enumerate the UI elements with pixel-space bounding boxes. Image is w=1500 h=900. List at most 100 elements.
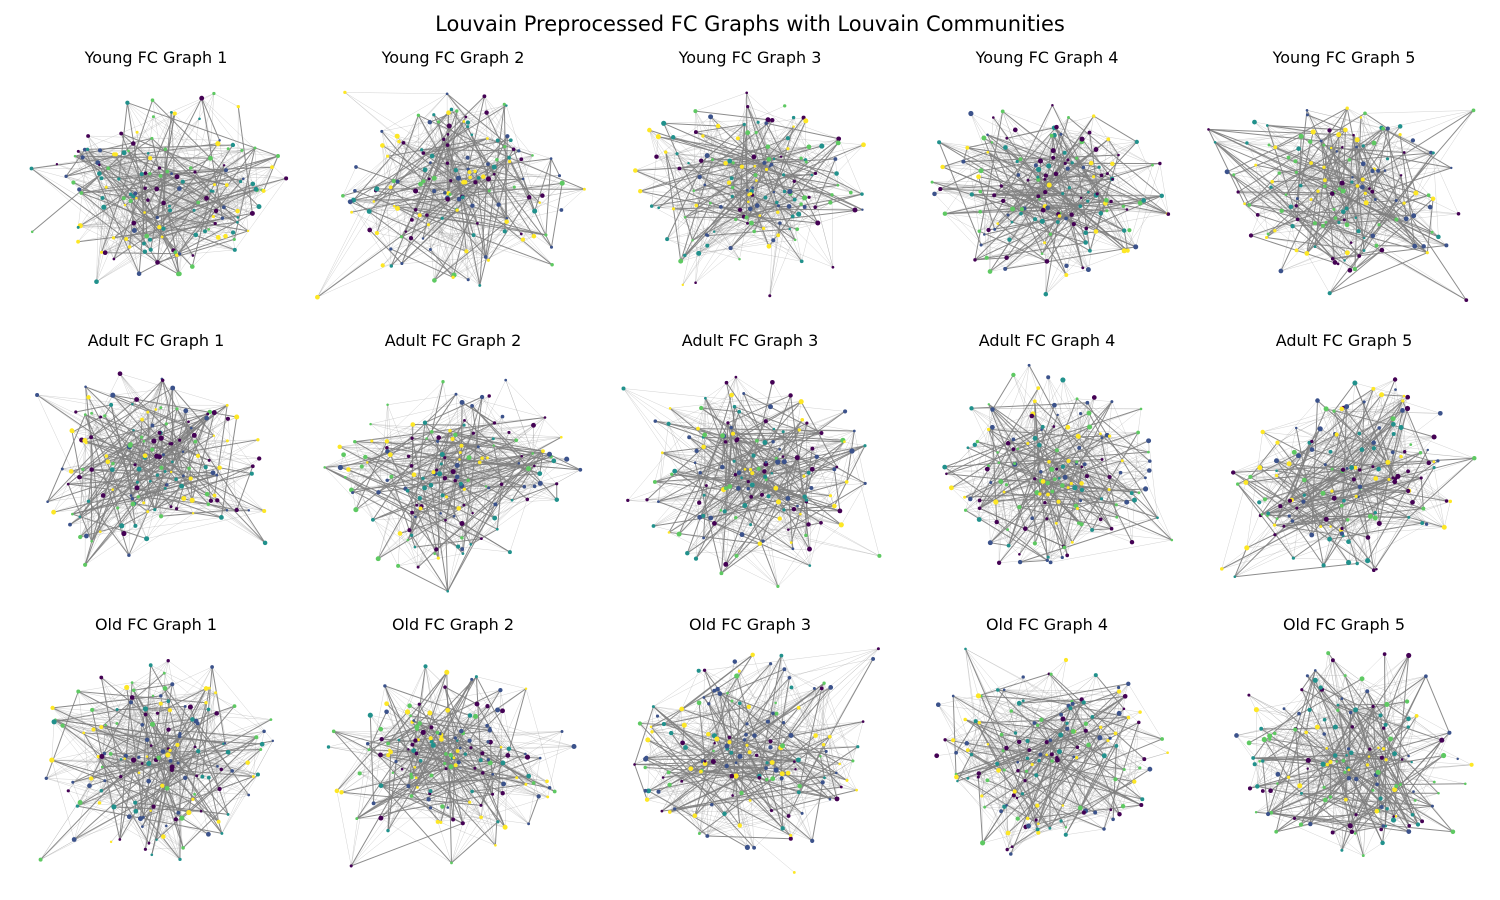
graph-node — [1133, 244, 1139, 250]
graph-edge — [732, 120, 806, 188]
graph-node — [133, 191, 138, 196]
graph-node — [1097, 165, 1101, 169]
graph-edge — [99, 149, 227, 186]
graph-edge — [191, 190, 212, 267]
graph-node — [1040, 252, 1044, 256]
graph-edge — [447, 513, 473, 592]
graph-node — [706, 234, 710, 237]
graph-node — [363, 454, 368, 460]
graph-node — [461, 180, 466, 185]
graph-edge — [1159, 163, 1169, 215]
graph-edge — [188, 417, 208, 469]
graph-edge — [82, 157, 131, 196]
graph-edge — [744, 124, 831, 203]
graph-edge — [147, 378, 163, 512]
graph-edge — [479, 161, 511, 286]
graph-edge — [1005, 147, 1077, 159]
graph-node — [188, 476, 193, 481]
graph-edge — [447, 484, 503, 592]
graph-node — [938, 187, 943, 192]
graph-node — [654, 154, 659, 159]
graph-edge — [113, 154, 206, 232]
graph-edge — [934, 142, 993, 195]
graph-node — [478, 283, 482, 287]
graph-nodes — [323, 378, 583, 593]
graph-node — [123, 203, 127, 207]
graph-node — [127, 553, 131, 557]
graph-edge — [635, 170, 777, 203]
graph-edge — [227, 418, 237, 511]
graph-node — [157, 430, 162, 435]
graph-edge — [699, 517, 880, 557]
graph-edge — [450, 190, 490, 195]
graph-node — [492, 421, 497, 425]
graph-node — [425, 437, 428, 440]
graph-edge — [394, 169, 469, 207]
graph-node — [1337, 187, 1342, 191]
graph-edge — [658, 159, 713, 208]
graph-edge — [342, 181, 398, 196]
graph-edge — [833, 469, 841, 511]
graph-edge — [183, 412, 215, 477]
figure-title: Louvain Preprocessed FC Graphs with Louv… — [435, 12, 1065, 36]
panel-title: Adult FC Graph 2 — [384, 331, 522, 350]
graph-node — [455, 109, 459, 113]
graph-node — [353, 189, 357, 193]
graph-edge — [1009, 234, 1051, 240]
graph-node — [432, 189, 437, 194]
graph-edge — [658, 423, 669, 502]
panel-title: Young FC Graph 1 — [84, 48, 228, 67]
graph-edge — [455, 394, 546, 418]
graph-node — [462, 423, 466, 427]
graph-edge — [942, 151, 988, 168]
graph-node — [647, 127, 652, 133]
graph-node — [224, 183, 229, 187]
graph-edge — [88, 501, 130, 556]
graph-edge — [152, 417, 207, 450]
graph-edge — [84, 419, 143, 441]
graph-edge — [394, 121, 464, 207]
graph-node — [158, 435, 164, 441]
graph-edge — [932, 181, 1107, 201]
graph-edge — [508, 157, 530, 198]
graph-edge — [376, 188, 486, 258]
graph-edge — [212, 472, 266, 544]
graph-edge — [149, 188, 257, 241]
graph-edge — [1051, 135, 1084, 168]
graph-node — [519, 232, 523, 236]
graph-edge — [1363, 163, 1405, 204]
graph-edge — [971, 176, 979, 195]
graph-node — [1045, 205, 1051, 211]
graph-node — [1005, 136, 1009, 140]
graph-edge — [469, 171, 560, 176]
graph-node — [532, 208, 538, 214]
graph-edge — [440, 463, 496, 519]
graph-edge — [942, 166, 1046, 176]
graph-edge — [776, 202, 796, 241]
graph-node — [111, 461, 115, 466]
graph-node — [973, 258, 977, 262]
graph-node — [195, 453, 201, 458]
graph-edge — [1035, 218, 1067, 220]
graph-node — [984, 255, 989, 260]
graph-edge — [144, 97, 203, 213]
graph-node — [449, 107, 454, 112]
graph-edge — [651, 124, 745, 207]
graph-edge — [422, 174, 495, 239]
graph-edge — [1338, 222, 1424, 247]
graph-node — [1411, 213, 1417, 219]
graph-edge — [456, 210, 467, 252]
graph-node — [181, 496, 187, 501]
graph-node — [487, 394, 491, 398]
graph-node — [737, 207, 743, 212]
graph-edge — [529, 197, 562, 211]
graph-edge — [1250, 235, 1339, 265]
graph-edge — [942, 159, 1021, 168]
graph-node — [460, 536, 464, 540]
graph-node — [155, 473, 160, 477]
graph-edge — [451, 109, 535, 237]
graph-edge — [171, 443, 190, 469]
graph-edge — [85, 414, 206, 468]
graph-edge — [940, 188, 1058, 223]
graph-edge — [138, 212, 146, 274]
